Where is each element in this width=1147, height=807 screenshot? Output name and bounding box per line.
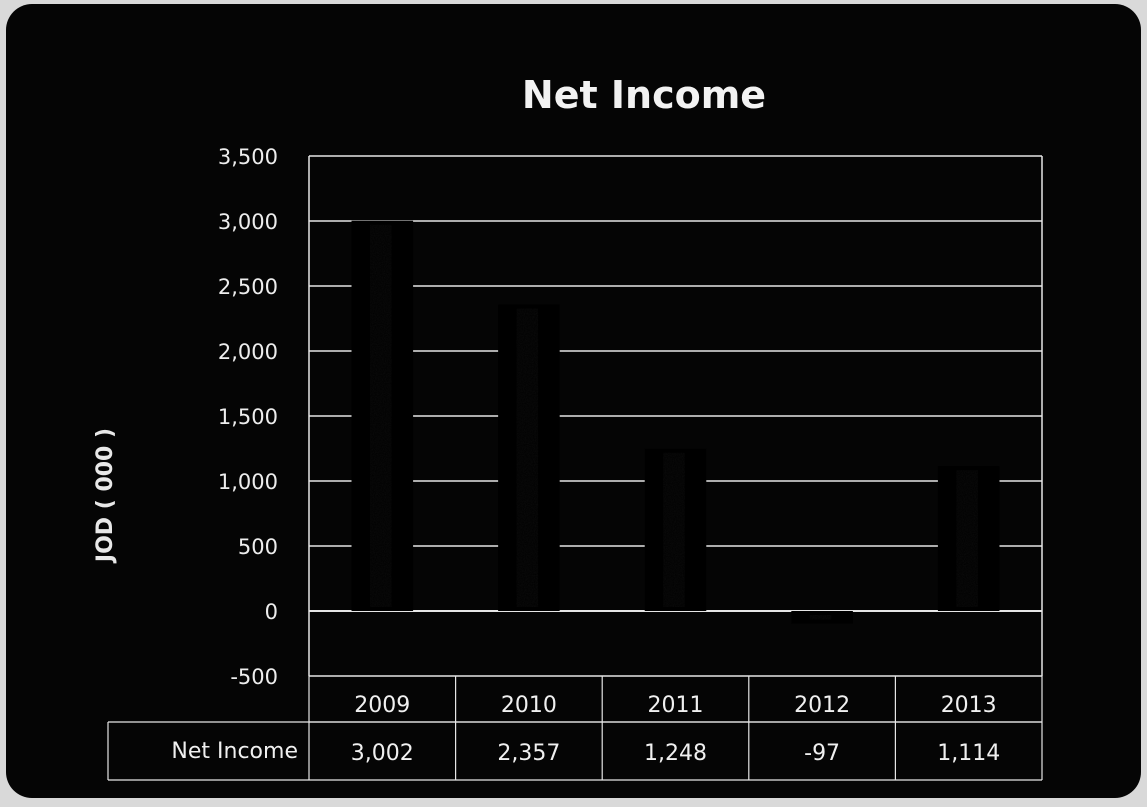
table-series-label: Net Income (171, 739, 298, 764)
y-tick-label: 3,500 (218, 145, 278, 169)
bar-sheen-2009 (369, 224, 392, 608)
bar-sheen-2013 (956, 470, 978, 607)
table-value: 2,357 (497, 741, 560, 766)
category-label: 2011 (648, 693, 704, 718)
y-tick-label: 500 (238, 535, 278, 559)
bar-sheen-2010 (516, 308, 539, 607)
bar-sheen-2012 (809, 615, 832, 620)
category-label: 2009 (354, 693, 410, 718)
data-table: 2009 2010 2011 2012 2013 Net Income 3,002 2,357… (107, 676, 1043, 781)
category-label: 2010 (501, 693, 557, 718)
table-value: 1,248 (644, 741, 707, 766)
y-tick-label: 0 (265, 600, 278, 624)
y-tick-label: 2,000 (218, 340, 278, 364)
table-value: -97 (804, 741, 840, 766)
bars (351, 220, 1000, 624)
table-value: 1,114 (937, 741, 1000, 766)
bar-sheen-2011 (663, 452, 685, 607)
table-value: 3,002 (351, 741, 414, 766)
y-tick-label: 2,500 (218, 275, 278, 299)
chart-title: Net Income (522, 73, 766, 117)
y-tick-label: 1,000 (218, 470, 278, 494)
y-tick-label: 3,000 (218, 210, 278, 234)
y-tick-label: -500 (230, 665, 278, 689)
category-label: 2012 (794, 693, 850, 718)
category-label: 2013 (941, 693, 997, 718)
y-tick-label: 1,500 (218, 405, 278, 429)
y-axis-ticks: 3,500 3,000 2,500 2,000 1,500 1,000 500 0 -500 (218, 145, 278, 689)
y-axis-label: JOD ( 000 ) (93, 428, 118, 564)
chart-background (6, 4, 1141, 798)
